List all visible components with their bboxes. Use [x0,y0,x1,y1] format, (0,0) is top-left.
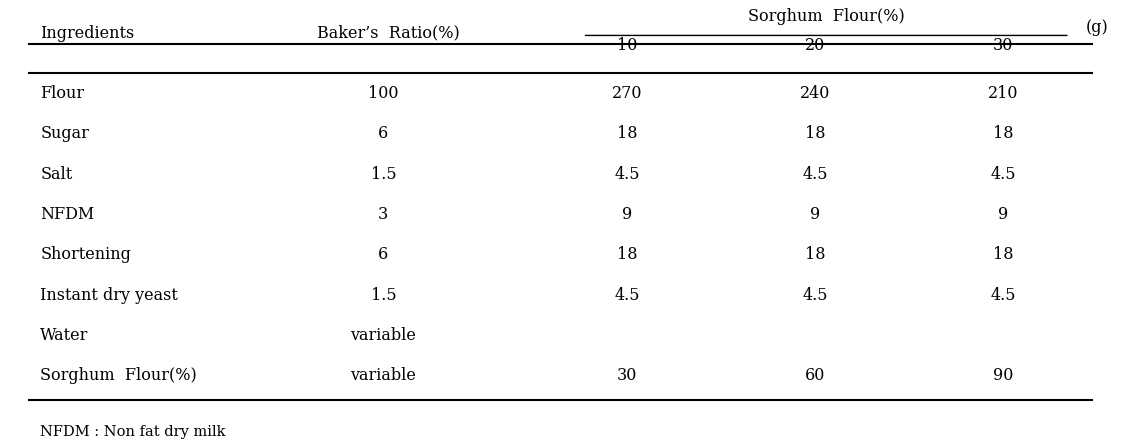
Text: (g): (g) [1086,19,1109,36]
Text: 18: 18 [993,246,1013,263]
Text: Ingredients: Ingredients [40,25,135,42]
Text: 210: 210 [988,85,1019,102]
Text: 3: 3 [378,206,389,223]
Text: 18: 18 [805,125,825,142]
Text: 9: 9 [810,206,821,223]
Text: 4.5: 4.5 [803,287,828,304]
Text: NFDM : Non fat dry milk: NFDM : Non fat dry milk [40,425,225,439]
Text: 270: 270 [612,85,642,102]
Text: 240: 240 [800,85,831,102]
Text: 4.5: 4.5 [614,287,640,304]
Text: NFDM: NFDM [40,206,94,223]
Text: 4.5: 4.5 [614,165,640,182]
Text: 6: 6 [378,246,389,263]
Text: Shortening: Shortening [40,246,131,263]
Text: 100: 100 [368,85,399,102]
Text: 60: 60 [805,367,825,384]
Text: Instant dry yeast: Instant dry yeast [40,287,178,304]
Text: 1.5: 1.5 [371,287,396,304]
Text: 4.5: 4.5 [991,287,1016,304]
Text: 9: 9 [998,206,1009,223]
Text: Flour: Flour [40,85,84,102]
Text: 18: 18 [993,125,1013,142]
Text: 4.5: 4.5 [803,165,828,182]
Text: 4.5: 4.5 [991,165,1016,182]
Text: 18: 18 [617,125,637,142]
Text: Baker’s  Ratio(%): Baker’s Ratio(%) [317,25,460,42]
Text: Sugar: Sugar [40,125,89,142]
Text: Salt: Salt [40,165,73,182]
Text: 30: 30 [993,38,1013,55]
Text: 6: 6 [378,125,389,142]
Text: 90: 90 [993,367,1013,384]
Text: 9: 9 [622,206,632,223]
Text: 18: 18 [805,246,825,263]
Text: 30: 30 [617,367,637,384]
Text: variable: variable [351,367,416,384]
Text: Sorghum  Flour(%): Sorghum Flour(%) [40,367,197,384]
Text: 20: 20 [805,38,825,55]
Text: Sorghum  Flour(%): Sorghum Flour(%) [748,8,905,25]
Text: Water: Water [40,327,89,344]
Text: 18: 18 [617,246,637,263]
Text: 1.5: 1.5 [371,165,396,182]
Text: 10: 10 [617,38,637,55]
Text: variable: variable [351,327,416,344]
